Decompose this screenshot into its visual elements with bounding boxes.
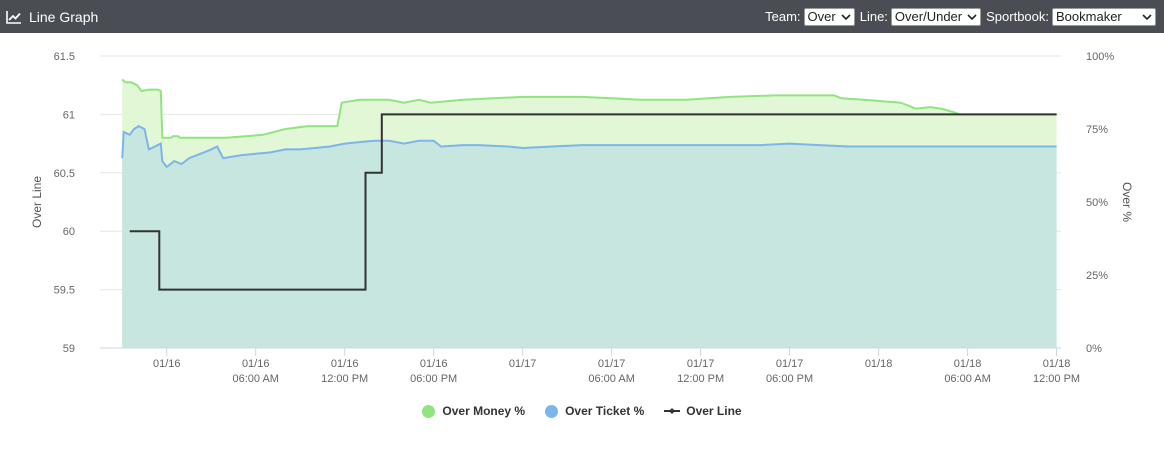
x-tick-label: 01/16 xyxy=(420,358,448,370)
chevron-down-icon xyxy=(967,13,977,20)
x-tick-label: 01/18 xyxy=(865,358,893,370)
y-right-tick-label: 50% xyxy=(1086,197,1108,209)
y-left-axis-title: Over Line xyxy=(30,176,44,228)
over-line-series xyxy=(129,113,1057,291)
x-tick-label: 06:00 AM xyxy=(588,373,634,385)
y-left-tick-label: 61.5 xyxy=(54,51,75,63)
x-tick-label: 01/18 xyxy=(1043,358,1071,370)
x-tick-label: 01/16 xyxy=(242,358,270,370)
chevron-down-icon xyxy=(841,13,851,20)
ticket-series-line xyxy=(121,124,1057,169)
chart-controls: Team: Over Line: Over/Under Sportbook: B… xyxy=(760,0,1156,33)
x-tick-label: 01/18 xyxy=(954,358,982,370)
chart-header: Line Graph Team: Over Line: Over/Under S… xyxy=(0,0,1164,33)
y-right-tick-label: 75% xyxy=(1086,124,1108,136)
team-label: Team: xyxy=(765,9,801,24)
sportbook-select[interactable]: Bookmaker xyxy=(1052,7,1156,26)
line-select[interactable]: Over/Under xyxy=(890,7,982,26)
sportbook-label: Sportbook: xyxy=(986,9,1049,24)
legend-line-symbol xyxy=(664,408,681,414)
header-title-group: Line Graph xyxy=(6,0,98,33)
x-tick-label: 06:00 PM xyxy=(410,373,457,385)
money-series-line xyxy=(121,78,1057,139)
y-right-tick-label: 100% xyxy=(1086,51,1114,63)
y-left-tick-label: 61 xyxy=(63,109,75,121)
line-select-value: Over/Under xyxy=(894,8,963,24)
x-tick-label: 06:00 PM xyxy=(766,373,813,385)
y-left-tick-label: 59 xyxy=(63,343,75,355)
legend-label-money: Over Money % xyxy=(442,404,526,418)
line-label: Line: xyxy=(859,9,888,24)
team-select[interactable]: Over xyxy=(803,7,855,26)
y-right-tick-label: 0% xyxy=(1086,343,1102,355)
x-tick-label: 01/16 xyxy=(331,358,359,370)
ticket-area xyxy=(122,126,1057,348)
line-chart: 59 59.5 60 60.5 61 61.5 0% 25% 50% 75% 100% Over Li… xyxy=(30,51,1134,385)
x-tick-label: 01/16 xyxy=(153,358,181,370)
team-select-value: Over xyxy=(807,8,836,24)
y-left-tick-label: 60.5 xyxy=(54,168,75,180)
legend-item-line[interactable]: Over Line xyxy=(664,404,742,418)
legend-dot-ticket xyxy=(545,404,559,418)
y-left-tick-label: 59.5 xyxy=(54,285,75,297)
y-right-axis-title: Over % xyxy=(1120,182,1134,222)
legend-label-line: Over Line xyxy=(686,404,742,418)
legend-dot-money xyxy=(422,404,436,418)
chevron-down-icon xyxy=(1142,13,1152,20)
chart-title: Line Graph xyxy=(29,8,99,25)
x-tick-label: 01/17 xyxy=(687,358,715,370)
x-tick-label: 12:00 PM xyxy=(677,373,724,385)
x-tick-label: 01/17 xyxy=(776,358,804,370)
x-tick-label: 01/17 xyxy=(598,358,626,370)
legend-item-money[interactable]: Over Money % xyxy=(422,404,525,418)
y-right-tick-label: 25% xyxy=(1086,270,1108,282)
x-tick-label: 12:00 PM xyxy=(1033,373,1080,385)
x-tick-label: 06:00 AM xyxy=(232,373,278,385)
chart-legend: Over Money % Over Ticket % Over Line xyxy=(0,404,1164,418)
x-tick-label: 06:00 AM xyxy=(944,373,990,385)
sportbook-select-value: Bookmaker xyxy=(1056,8,1122,24)
x-tick-label: 12:00 PM xyxy=(321,373,368,385)
legend-label-ticket: Over Ticket % xyxy=(565,404,645,418)
line-chart-icon xyxy=(6,10,21,24)
x-tick-label: 01/17 xyxy=(509,358,537,370)
y-left-tick-label: 60 xyxy=(63,226,75,238)
legend-item-ticket[interactable]: Over Ticket % xyxy=(545,404,644,418)
